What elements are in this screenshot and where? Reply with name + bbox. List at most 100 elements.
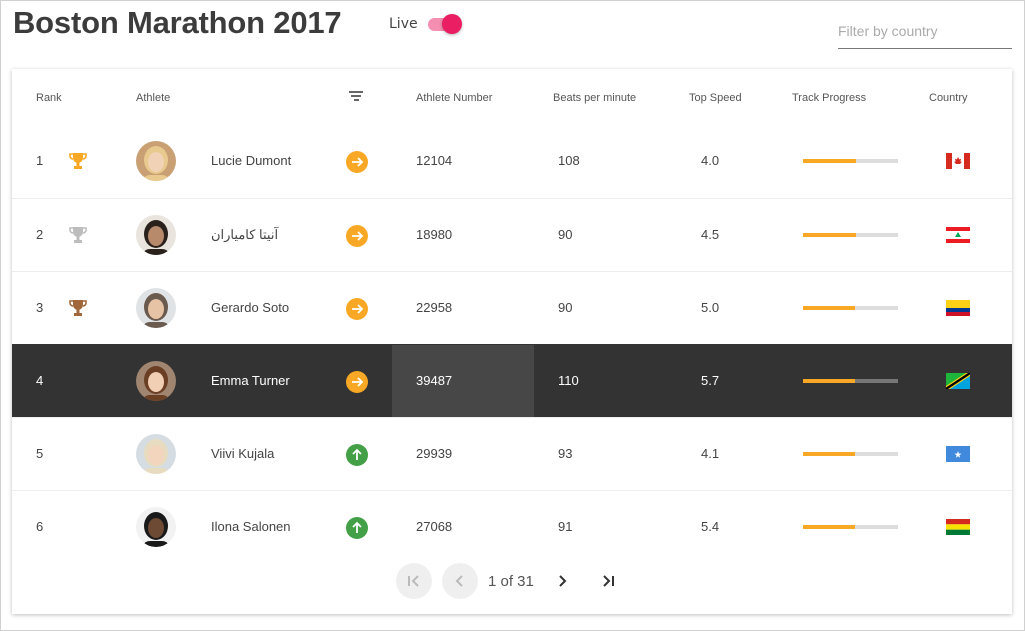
trend-button[interactable] <box>346 225 368 247</box>
first-page-button[interactable] <box>396 563 432 599</box>
athlete-number: 27068 <box>416 519 453 534</box>
table-row[interactable]: 6 Ilona Salonen 27068 91 5.4 <box>12 490 1012 563</box>
bronze-trophy-icon <box>69 300 87 316</box>
athlete-number: 39487 <box>416 373 453 388</box>
track-progress-bar <box>803 452 898 456</box>
athlete-number-cell <box>392 125 534 198</box>
somalia-flag-icon <box>946 446 970 462</box>
avatar <box>136 434 176 474</box>
rank-value: 2 <box>36 227 44 242</box>
column-header-track-progress[interactable]: Track Progress <box>792 92 867 104</box>
live-label: Live <box>389 16 418 32</box>
chevron-right-icon <box>559 575 567 587</box>
page-indicator: 1 of 31 <box>488 572 534 590</box>
table-row[interactable]: 5 Viivi Kujala 29939 93 4.1 <box>12 417 1012 490</box>
arrow-right-icon <box>352 377 364 387</box>
previous-page-button[interactable] <box>442 563 478 599</box>
track-progress-bar <box>803 159 898 163</box>
athlete-name: Gerardo Soto <box>211 300 290 315</box>
athlete-number-cell <box>392 199 534 272</box>
athlete-number: 22958 <box>416 300 453 315</box>
top-speed-value: 4.5 <box>701 227 720 242</box>
last-page-button[interactable] <box>590 563 626 599</box>
leaderboard-card: Rank Athlete Athlete Number Beats per mi… <box>12 69 1012 614</box>
track-progress-bar <box>803 233 898 237</box>
table-row[interactable]: 3 Gerardo Soto 22958 90 5.0 <box>12 271 1012 344</box>
arrow-right-icon <box>352 157 364 167</box>
track-progress-bar <box>803 525 898 529</box>
bpm-value: 90 <box>558 227 573 242</box>
top-speed-value: 5.0 <box>701 300 720 315</box>
page-title: Boston Marathon 2017 <box>13 5 342 40</box>
arrow-up-icon <box>352 521 362 533</box>
athlete-name: Lucie Dumont <box>211 153 292 168</box>
trend-button[interactable] <box>346 444 368 466</box>
athlete-number: 18980 <box>416 227 453 242</box>
track-progress-bar <box>803 306 898 310</box>
chevron-left-icon <box>455 575 463 587</box>
column-header-top-speed[interactable]: Top Speed <box>689 92 742 104</box>
column-header-athlete[interactable]: Athlete <box>136 92 171 104</box>
top-speed-value: 4.1 <box>701 446 720 461</box>
track-progress-bar <box>803 379 898 383</box>
top-speed-value: 5.4 <box>701 519 720 534</box>
colombia-flag-icon <box>946 300 970 316</box>
bolivia-flag-icon <box>946 519 970 535</box>
athlete-number-cell <box>392 272 534 345</box>
bpm-value: 90 <box>558 300 573 315</box>
column-header-bpm[interactable]: Beats per minute <box>553 92 637 104</box>
last-page-icon <box>603 575 614 587</box>
avatar <box>136 288 176 328</box>
bpm-value: 91 <box>558 519 573 534</box>
filter-icon[interactable] <box>349 91 363 103</box>
first-page-icon <box>408 575 419 587</box>
rank-value: 4 <box>36 373 44 388</box>
live-toggle[interactable] <box>426 13 464 35</box>
column-header-country[interactable]: Country <box>929 92 968 104</box>
next-page-button[interactable] <box>544 563 580 599</box>
rank-value: 6 <box>36 519 44 534</box>
rank-value: 3 <box>36 300 44 315</box>
athlete-number: 12104 <box>416 153 453 168</box>
live-control: Live <box>389 13 464 35</box>
arrow-right-icon <box>352 304 364 314</box>
avatar <box>136 141 176 181</box>
lebanon-flag-icon <box>946 227 970 243</box>
pagination: 1 of 31 <box>396 563 626 599</box>
bpm-value: 110 <box>558 373 579 388</box>
avatar <box>136 361 176 401</box>
table-row[interactable]: 4 Emma Turner 39487 110 5.7 <box>12 344 1012 418</box>
athlete-number: 29939 <box>416 446 453 461</box>
table-row[interactable]: 2 آنیتا کامیاران 18980 90 4.5 <box>12 198 1012 271</box>
athlete-number-cell <box>392 491 534 564</box>
silver-trophy-icon <box>69 227 87 243</box>
athlete-name: Viivi Kujala <box>211 446 275 461</box>
tanzania-flag-icon <box>946 373 970 389</box>
country-filter-input[interactable] <box>838 13 1012 49</box>
arrow-right-icon <box>352 231 364 241</box>
avatar <box>136 215 176 255</box>
athlete-number-cell <box>392 345 534 418</box>
trend-button[interactable] <box>346 298 368 320</box>
gold-trophy-icon <box>69 153 87 169</box>
trend-button[interactable] <box>346 371 368 393</box>
column-header-athlete-number[interactable]: Athlete Number <box>416 92 493 104</box>
bpm-value: 93 <box>558 446 573 461</box>
avatar <box>136 507 176 547</box>
arrow-up-icon <box>352 448 362 460</box>
athlete-name: Emma Turner <box>211 373 290 388</box>
top-speed-value: 4.0 <box>701 153 720 168</box>
athlete-name: Ilona Salonen <box>211 519 291 534</box>
rank-value: 5 <box>36 446 44 461</box>
column-header-rank[interactable]: Rank <box>36 92 62 104</box>
top-speed-value: 5.7 <box>701 373 720 388</box>
rank-value: 1 <box>36 153 44 168</box>
trend-button[interactable] <box>346 517 368 539</box>
table-row[interactable]: 1 Lucie Dumont 12104 108 4.0 <box>12 125 1012 198</box>
trend-button[interactable] <box>346 151 368 173</box>
canada-flag-icon <box>946 153 970 169</box>
table-header: Rank Athlete Athlete Number Beats per mi… <box>12 69 1012 125</box>
bpm-value: 108 <box>558 153 580 168</box>
athlete-number-cell <box>392 418 534 491</box>
athlete-name: آنیتا کامیاران <box>211 227 279 242</box>
